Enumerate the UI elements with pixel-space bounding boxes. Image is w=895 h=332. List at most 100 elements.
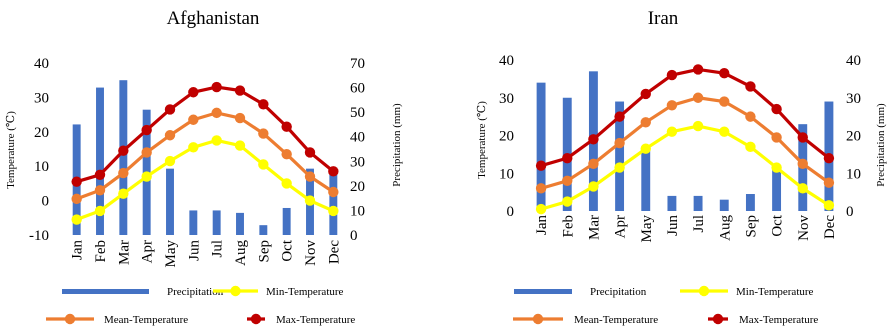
max-temperature-point	[588, 134, 599, 145]
max-temperature-point	[692, 64, 704, 75]
min-temperature-point	[281, 178, 292, 189]
chart-title: Afghanistan	[167, 8, 260, 29]
legend-marker-min-temperature	[230, 285, 241, 297]
y2-axis-label: Precipitation (mm)	[875, 103, 887, 187]
precipitation-bar	[259, 225, 268, 235]
x-category-label: May	[639, 215, 655, 243]
max-temperature-point	[71, 176, 82, 187]
legend-label-precipitation: Precipitation	[590, 286, 647, 298]
mean-temperature-point	[328, 186, 339, 198]
chart-title: Iran	[648, 8, 679, 29]
x-category-label: Jan	[534, 215, 550, 235]
mean-temperature-point	[745, 111, 756, 122]
precipitation-bar	[329, 171, 338, 235]
min-temperature-point	[719, 126, 730, 137]
y2-tick-label: 30	[846, 91, 861, 107]
min-temperature-point	[823, 200, 835, 211]
mean-temperature-point	[281, 148, 292, 160]
chart-afghanistan: Afghanistan -10 0 10 20 30 40 0 10 20 30 40 50 60 70 Te…	[5, 8, 403, 326]
min-temperature-point	[141, 171, 152, 182]
precipitation-bar	[772, 169, 782, 211]
legend: Precipitation Min-Temperature Mean-Tempera…	[513, 285, 818, 326]
x-category-label: Oct	[280, 239, 296, 261]
y-tick-label: 0	[507, 204, 515, 220]
legend-label-max-temperature: Max-Temperature	[739, 314, 818, 326]
x-category-label: Dec	[326, 240, 342, 264]
y-tick-label: 40	[34, 56, 49, 72]
mean-temperature-point	[141, 147, 152, 158]
max-temperature-point	[535, 160, 547, 171]
legend-marker-min-temperature	[698, 285, 710, 297]
legend-label-max-temperature: Max-Temperature	[276, 314, 355, 326]
min-temperature-line	[540, 124, 830, 211]
max-temperature-point	[281, 121, 292, 132]
y-tick-label: 20	[499, 129, 514, 145]
max-temperature-point	[823, 152, 835, 164]
x-category-label: Feb	[560, 215, 576, 238]
precipitation-bar	[119, 80, 128, 235]
min-temperature-point	[71, 214, 82, 225]
mean-temperature-point	[71, 193, 82, 205]
y-tick-label: -10	[29, 228, 49, 244]
y2-tick-label: 0	[350, 228, 358, 244]
max-temperature-line	[540, 67, 830, 168]
x-category-label: Nov	[796, 215, 812, 241]
y2-tick-label: 10	[846, 166, 861, 182]
min-temperature-point	[588, 181, 599, 192]
min-temperature-point	[211, 135, 222, 146]
y-tick-label: 20	[34, 125, 49, 141]
max-temperature-point	[719, 68, 730, 79]
y2-tick-label: 50	[350, 105, 365, 121]
x-category-label: Oct	[770, 214, 786, 236]
legend-label-mean-temperature: Mean-Temperature	[574, 314, 658, 326]
mean-temperature-point	[535, 183, 547, 194]
precipitation-bar	[236, 212, 244, 235]
x-category-label: Jul	[210, 240, 226, 258]
mean-temperature-point	[823, 177, 835, 188]
precipitation-bar	[189, 210, 198, 235]
max-temperature-point	[164, 104, 176, 115]
min-temperature-point	[234, 140, 246, 151]
chart-iran: Iran 0 10 20 30 40 0 10 20 30 40 Temperature (℃) Pre…	[476, 8, 887, 326]
y-tick-label: 40	[499, 53, 514, 69]
y2-tick-label: 10	[350, 203, 365, 219]
max-temperature-point	[118, 145, 129, 156]
min-temperature-point	[771, 162, 782, 173]
y2-tick-label: 20	[350, 179, 365, 195]
x-category-label: Jul	[691, 215, 707, 233]
min-temperature-point	[188, 142, 199, 153]
legend-label-min-temperature: Min-Temperature	[266, 286, 344, 298]
mean-temperature-point	[118, 167, 129, 179]
y2-tick-label: 40	[846, 53, 861, 69]
precipitation-bar	[745, 194, 755, 211]
precipitation-bar	[719, 199, 729, 211]
y-tick-label: 0	[42, 194, 50, 210]
max-temperature-point	[141, 124, 152, 136]
precipitation-bar	[641, 150, 651, 211]
legend-swatch-precipitation	[62, 289, 149, 294]
x-category-label: Dec	[822, 215, 838, 239]
x-category-label: Aug	[717, 215, 733, 241]
min-temperature-point	[745, 141, 756, 153]
x-category-label: Feb	[93, 240, 109, 263]
min-temperature-point	[118, 188, 129, 199]
max-temperature-line	[76, 85, 335, 184]
max-temperature-point	[94, 169, 106, 180]
legend-label-min-temperature: Min-Temperature	[736, 286, 814, 298]
max-temperature-point	[666, 69, 678, 81]
precipitation-bar	[536, 82, 546, 212]
y2-tick-label: 60	[350, 81, 365, 97]
legend: Precipitation Min-Temperature Mean-Tempera…	[46, 285, 355, 326]
y-tick-label: 10	[34, 159, 49, 175]
x-category-label: Sep	[743, 215, 759, 238]
min-temperature-point	[164, 155, 176, 167]
y-tick-label: 30	[34, 90, 49, 106]
mean-temperature-point	[719, 96, 730, 107]
max-temperature-point	[797, 132, 808, 143]
precipitation-bar	[667, 195, 677, 211]
y-axis-label: Temperature (℃)	[5, 111, 17, 189]
min-temperature-point	[304, 195, 316, 206]
y-tick-label: 30	[499, 91, 514, 107]
x-category-label: Jan	[70, 240, 86, 260]
